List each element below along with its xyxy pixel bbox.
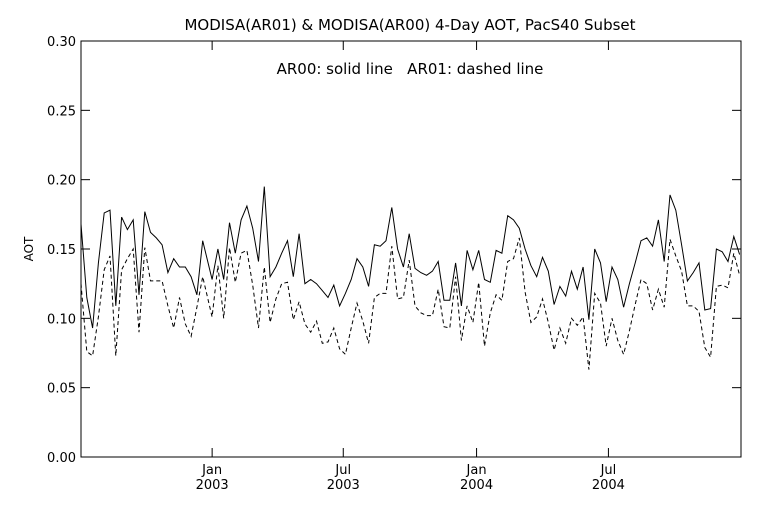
x-tick-label-month: Jul [600,463,617,478]
x-tick-label-year: 2003 [327,478,360,493]
y-tick-label: 0.15 [47,243,76,258]
x-tick-label-month: Jul [334,463,351,478]
y-axis-label: AOT [22,236,36,261]
y-tick-label: 0.00 [47,451,76,466]
chart-title: MODISA(AR01) & MODISA(AR00) 4-Day AOT, P… [184,16,635,34]
x-tick-label-month: Jan [466,463,487,478]
y-tick-label: 0.10 [47,312,76,327]
axes: 0.000.050.100.150.200.250.30Jan2003Jul20… [47,35,742,493]
line-style-annotation: AR00: solid line AR01: dashed line [277,60,544,78]
y-tick-label: 0.25 [47,104,76,119]
series-lines [80,186,741,370]
y-tick-label: 0.05 [47,382,76,397]
x-tick-label-month: Jan [201,463,222,478]
x-tick-label-year: 2004 [460,478,493,493]
series-line-ar01 [80,237,741,370]
y-tick-label: 0.20 [47,174,76,189]
x-tick-label-year: 2004 [592,478,625,493]
x-tick-label-year: 2003 [196,478,229,493]
plot-frame [80,40,742,458]
y-tick-label: 0.30 [47,35,76,50]
series-line-ar00 [80,186,741,329]
